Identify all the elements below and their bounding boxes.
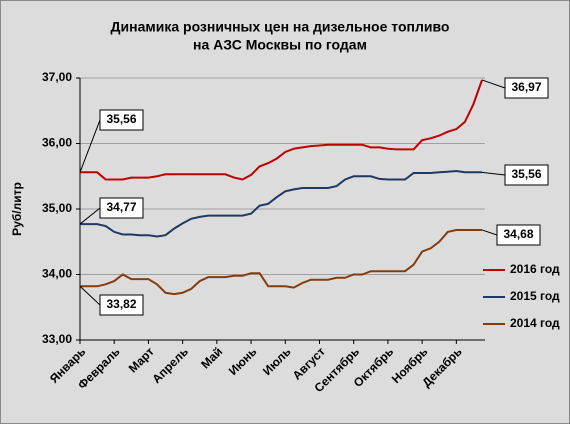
- label-box: [99, 109, 144, 131]
- label-box: [99, 294, 144, 316]
- series-line: [80, 229, 482, 296]
- data-label: 35,56: [511, 167, 541, 181]
- legend-label: 2014 год: [510, 316, 560, 330]
- data-label: 33,82: [106, 297, 136, 311]
- y-tick-label: 34,00: [42, 267, 72, 281]
- chart-title: на АЗС Москвы по годам: [193, 37, 367, 53]
- label-box: [99, 197, 144, 219]
- label-leader: [481, 171, 506, 176]
- label-leader: [79, 119, 101, 173]
- y-tick-label: 35,00: [42, 201, 72, 215]
- data-label: 34,68: [503, 227, 533, 241]
- y-tick-label: 37,00: [42, 70, 72, 84]
- label-leader: [79, 207, 101, 225]
- chart-title: Динамика розничных цен на дизельное топл…: [111, 19, 450, 35]
- legend-label: 2015 год: [510, 289, 560, 303]
- label-box: [504, 77, 549, 99]
- data-label: 36,97: [511, 80, 541, 94]
- y-axis-label: Руб/литр: [10, 182, 24, 236]
- y-tick-label: 33,00: [42, 332, 72, 346]
- label-leader: [79, 285, 101, 306]
- label-box: [496, 224, 541, 246]
- data-label: 34,77: [106, 200, 136, 214]
- legend-label: 2016 год: [510, 262, 560, 276]
- series-line: [80, 79, 483, 181]
- series-line: [80, 169, 482, 238]
- label-box: [504, 164, 549, 186]
- data-label: 35,56: [106, 112, 136, 126]
- label-leader: [481, 79, 506, 89]
- y-tick-label: 36,00: [42, 136, 72, 150]
- label-leader: [481, 229, 498, 236]
